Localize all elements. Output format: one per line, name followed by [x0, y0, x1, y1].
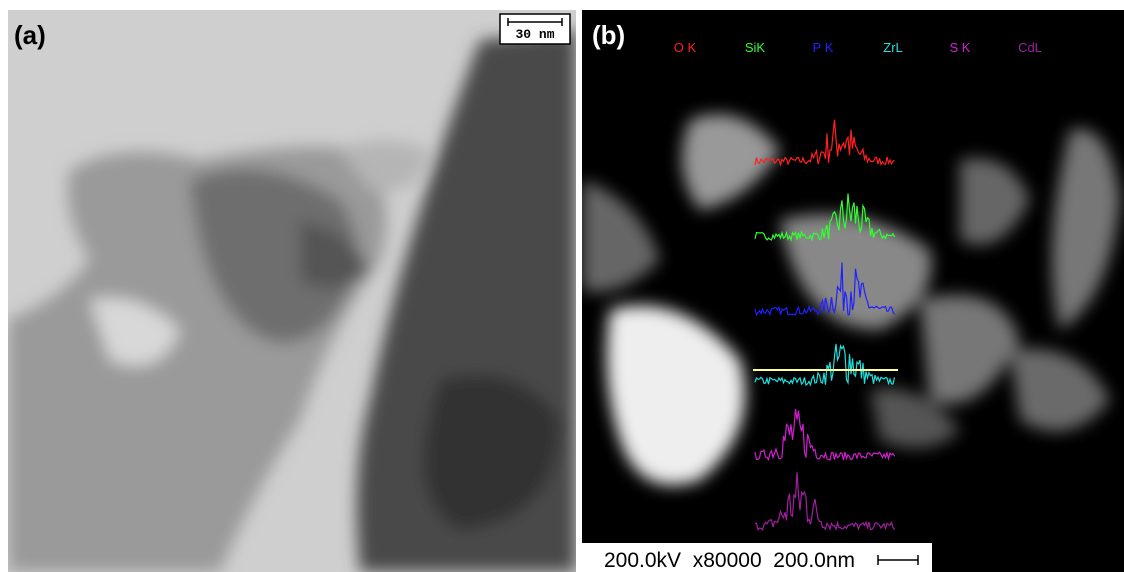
figure: (a) 30 nm (b) O K SiK P K ZrL S K CdL 200.0kV… — [0, 0, 1124, 572]
info-text: 200.0kV x80000 200.0nm — [604, 549, 855, 572]
element-label: ZrL — [883, 40, 903, 55]
panel-label: (a) — [14, 20, 46, 50]
panel-a-image — [8, 10, 576, 572]
scale-bar-label: 30 nm — [515, 27, 554, 42]
element-label: CdL — [1018, 40, 1042, 55]
element-label: O K — [674, 40, 697, 55]
element-label: S K — [950, 40, 971, 55]
element-label: P K — [813, 40, 834, 55]
panel-label: (b) — [592, 20, 625, 50]
element-label: SiK — [745, 40, 766, 55]
panel-b-image — [582, 10, 1124, 572]
